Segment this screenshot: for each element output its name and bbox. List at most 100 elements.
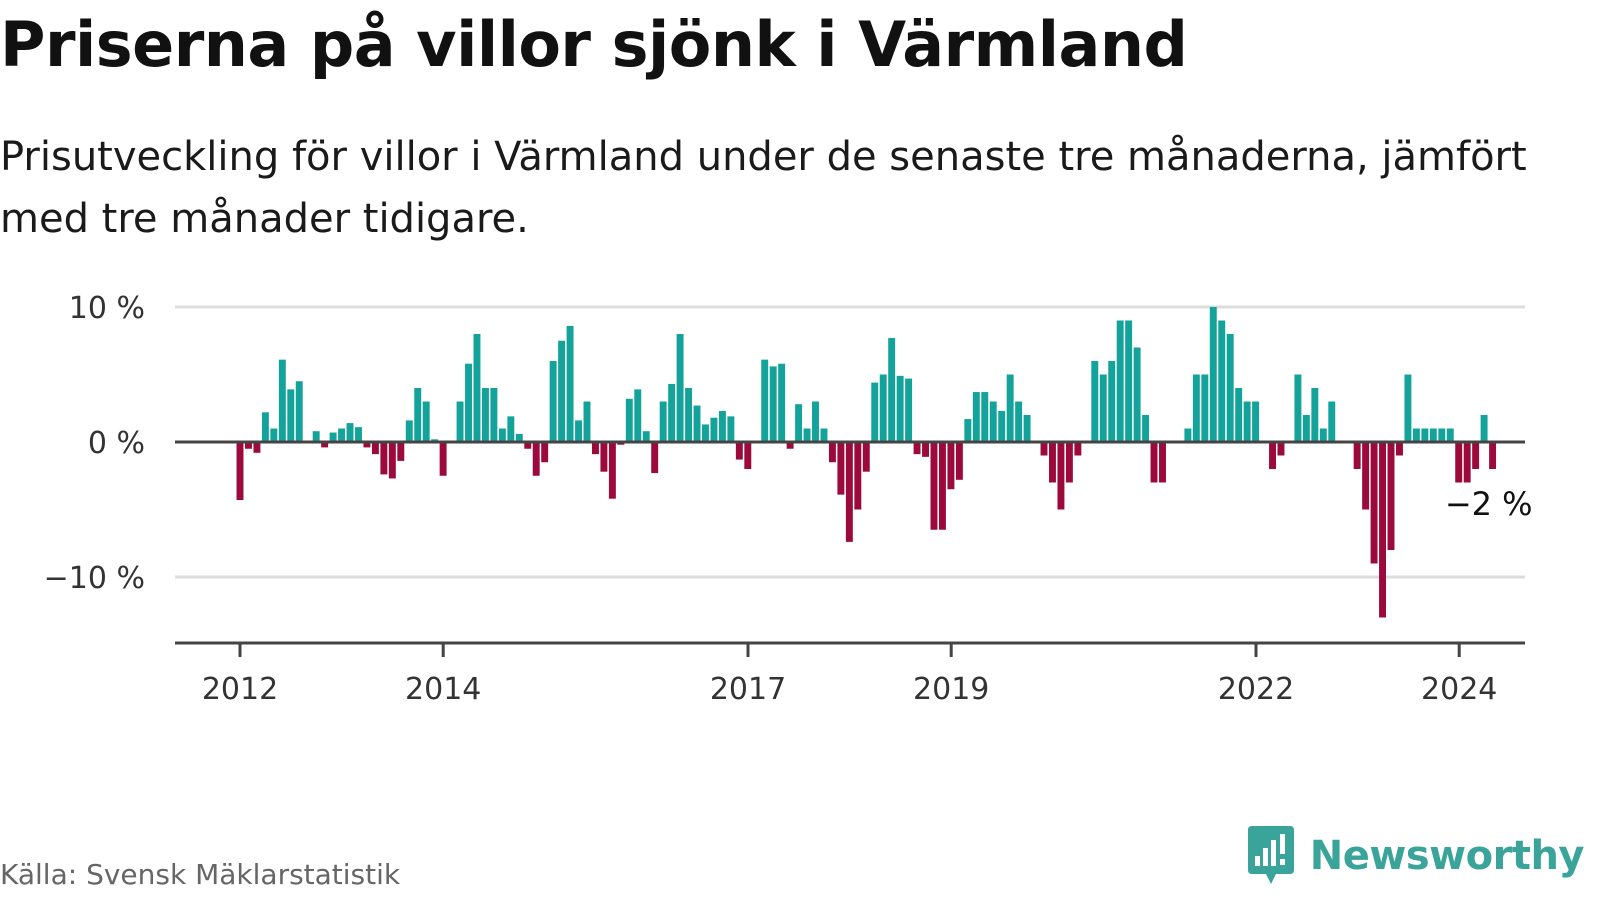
brand-logo[interactable]: Newsworthy xyxy=(1246,826,1585,886)
bar xyxy=(1404,374,1412,442)
bar xyxy=(498,428,506,442)
bar xyxy=(1226,334,1234,442)
bar xyxy=(1319,428,1327,442)
bar xyxy=(321,442,329,448)
bar xyxy=(913,442,921,455)
bar xyxy=(1091,361,1099,442)
bar xyxy=(1328,401,1336,442)
bar xyxy=(1396,442,1403,456)
bar xyxy=(1108,361,1116,442)
bar xyxy=(1387,442,1395,550)
bar xyxy=(600,442,608,472)
bar xyxy=(1006,374,1014,442)
bar xyxy=(1209,307,1217,442)
bar xyxy=(651,442,659,474)
bar xyxy=(812,401,819,442)
bar xyxy=(422,401,430,442)
bar xyxy=(727,416,735,442)
bar xyxy=(380,442,388,475)
bar xyxy=(261,412,269,442)
bar xyxy=(693,405,701,442)
x-tick-label: 2012 xyxy=(202,672,278,707)
bar xyxy=(1455,442,1463,483)
bar xyxy=(1125,320,1133,442)
bar xyxy=(972,392,980,442)
x-axis: 2012 2014 2017 2019 2022 2024 xyxy=(175,440,1525,707)
bar xyxy=(955,442,963,480)
source-note: Källa: Svensk Mäklarstatistik xyxy=(0,858,401,891)
newsworthy-logo-icon xyxy=(1247,826,1294,884)
bar xyxy=(541,442,549,463)
bar xyxy=(1184,428,1192,442)
bar xyxy=(735,442,743,460)
bar xyxy=(879,374,887,442)
bar xyxy=(532,442,540,476)
bar xyxy=(1142,415,1150,442)
bar xyxy=(312,431,320,442)
bar xyxy=(989,401,997,442)
bar xyxy=(761,359,769,442)
bar xyxy=(270,428,278,442)
bar xyxy=(1294,374,1302,442)
bar xyxy=(1192,374,1200,442)
bar xyxy=(634,389,642,442)
bar xyxy=(287,389,295,442)
bar xyxy=(363,442,371,448)
y-axis: 10 % 0 % −10 % xyxy=(44,291,145,596)
bar xyxy=(1463,442,1471,483)
bar xyxy=(820,428,828,442)
bar xyxy=(1379,442,1387,618)
bar xyxy=(1480,415,1488,442)
bar xyxy=(702,424,709,442)
bar xyxy=(1412,428,1420,442)
bar xyxy=(744,442,752,469)
bar xyxy=(490,388,498,442)
bar xyxy=(1472,442,1480,469)
bar-chart: 10 % 0 % −10 % 2012 2014 2017 2019 2022 2024 −2… xyxy=(44,291,1533,707)
bar xyxy=(473,334,481,442)
bar xyxy=(465,363,472,442)
bar xyxy=(591,442,599,455)
chart-title: Priserna på villor sjönk i Värmland xyxy=(0,8,1188,81)
y-tick-label: −10 % xyxy=(44,561,145,596)
bar xyxy=(862,442,870,472)
bar xyxy=(1311,388,1319,442)
bar xyxy=(930,442,938,530)
bar xyxy=(718,410,726,442)
y-tick-label: 0 % xyxy=(88,426,145,461)
bar xyxy=(769,366,777,442)
bar xyxy=(1353,442,1361,469)
bar xyxy=(786,442,794,449)
bar xyxy=(583,401,591,442)
bar xyxy=(481,388,489,442)
bar xyxy=(1438,428,1446,442)
bar xyxy=(871,382,879,442)
bar xyxy=(981,392,989,442)
grid-layer xyxy=(175,305,1525,579)
bar xyxy=(837,442,845,495)
bar xyxy=(1133,347,1141,442)
bar xyxy=(1015,401,1023,442)
bar xyxy=(355,427,362,442)
bar xyxy=(1235,388,1243,442)
bar xyxy=(439,442,447,476)
bar xyxy=(329,432,337,442)
y-tick-label: 10 % xyxy=(69,291,145,326)
bar xyxy=(608,442,616,499)
x-tick-label: 2017 xyxy=(710,672,786,707)
bar xyxy=(1159,442,1166,483)
x-tick-label: 2022 xyxy=(1218,672,1294,707)
bar xyxy=(1023,415,1031,442)
x-tick-label: 2019 xyxy=(913,672,989,707)
bar xyxy=(795,404,803,442)
bar xyxy=(338,428,346,442)
bar xyxy=(1243,401,1251,442)
bar xyxy=(1065,442,1073,483)
bar xyxy=(244,442,252,449)
bar xyxy=(515,433,523,442)
bar xyxy=(1116,320,1124,442)
bar xyxy=(685,388,693,442)
bar xyxy=(668,383,676,442)
bar xyxy=(778,363,786,442)
bar xyxy=(1057,442,1065,510)
